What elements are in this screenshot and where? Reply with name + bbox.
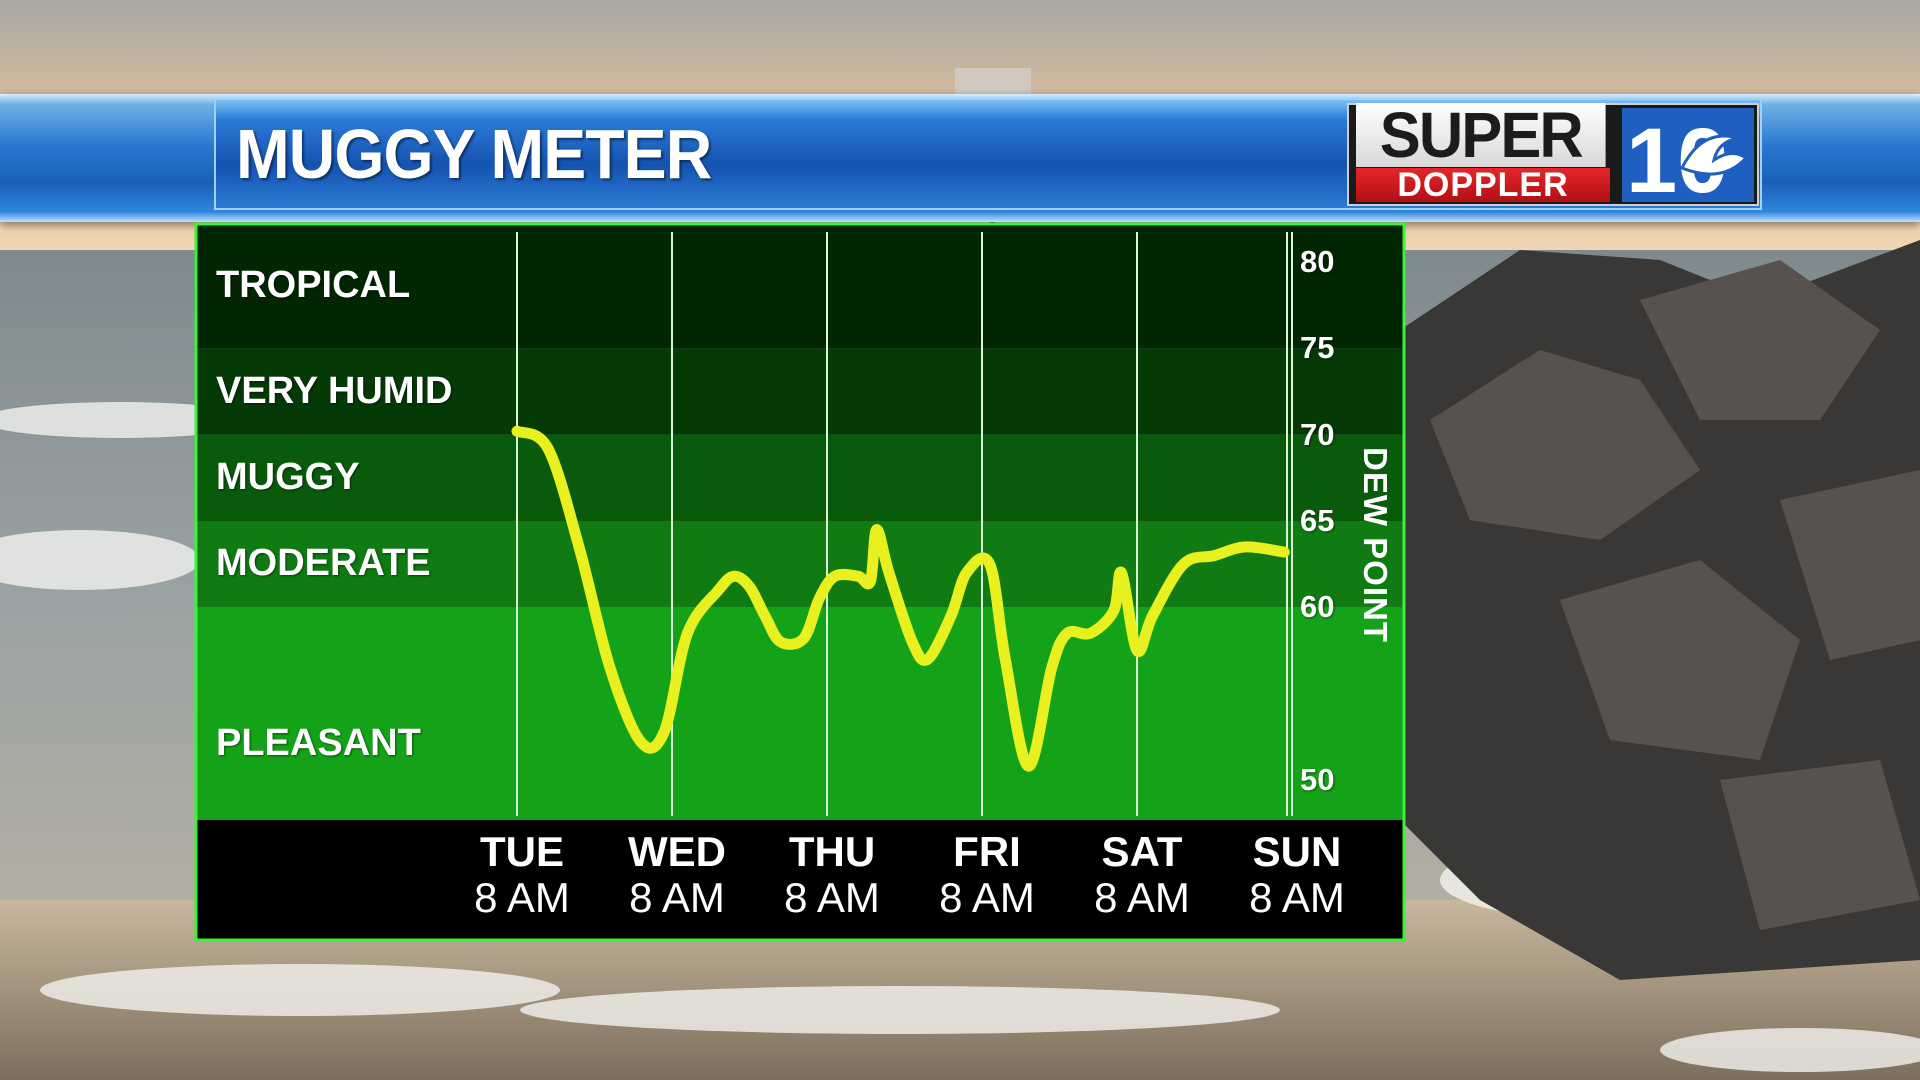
page-title: MUGGY METER (236, 115, 712, 193)
y-tick-65: 65 (1300, 503, 1335, 538)
band-label-muggy: MUGGY (216, 455, 360, 498)
band-tropical (196, 224, 1404, 349)
dew-point-line (511, 425, 1290, 772)
chart-bands (196, 224, 1404, 820)
x-day-sun: SUN (1252, 828, 1342, 875)
band-muggy (196, 434, 1404, 521)
band-label-moderate: MODERATE (216, 542, 431, 585)
y-tick-50: 50 (1300, 762, 1335, 797)
y-tick-80: 80 (1300, 244, 1335, 279)
x-time-fri: 8 AM (939, 874, 1035, 921)
x-day-tue: TUE (480, 828, 564, 875)
x-axis-bar (196, 820, 1404, 940)
y-tick-60: 60 (1300, 589, 1335, 625)
logo-doppler-text: DOPPLER (1356, 168, 1610, 202)
y-tick-70: 70 (1300, 416, 1335, 452)
x-day-fri: FRI (953, 828, 1021, 875)
y-tick-75: 75 (1300, 330, 1335, 366)
logo-super-text: SUPER (1356, 103, 1606, 167)
band-very-humid (196, 348, 1404, 435)
y-axis-label: DEW POINT (1357, 447, 1394, 643)
band-label-very-humid: VERY HUMID (216, 369, 453, 412)
x-day-thu: THU (788, 828, 876, 875)
band-moderate (196, 521, 1404, 608)
band-label-tropical: TROPICAL (216, 264, 411, 307)
x-time-thu: 8 AM (784, 874, 880, 921)
x-day-sat: SAT (1101, 828, 1183, 875)
chart-frame (194, 222, 1406, 942)
band-label-pleasant: PLEASANT (216, 721, 421, 764)
x-time-tue: 8 AM (474, 874, 570, 921)
x-time-sat: 8 AM (1094, 874, 1190, 921)
x-time-sun: 8 AM (1249, 874, 1345, 921)
x-time-wed: 8 AM (629, 874, 725, 921)
logo-wave-icon: 10 (1622, 108, 1754, 202)
x-day-wed: WED (628, 828, 726, 875)
